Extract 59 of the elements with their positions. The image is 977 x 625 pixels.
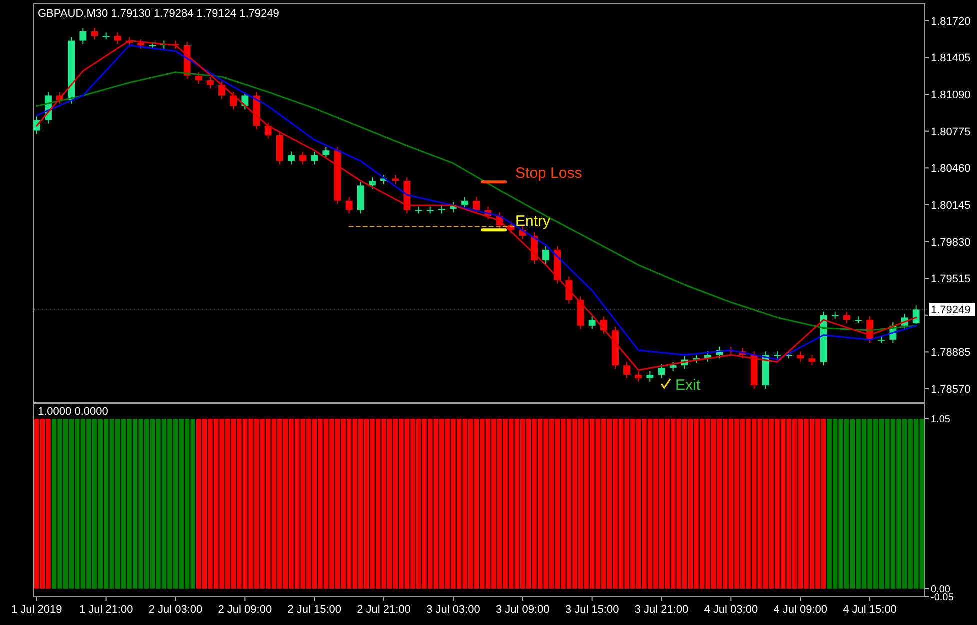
- y-tick-label: 1.79830: [931, 236, 971, 249]
- ref-line-label: 1.79249: [931, 304, 971, 317]
- x-tick-label: 3 Jul 09:00: [496, 604, 550, 616]
- candlestick: [368, 177, 376, 190]
- candlestick: [114, 32, 122, 45]
- y-tick-label: -0.05: [931, 592, 954, 604]
- series-label: Stop Loss: [516, 165, 582, 182]
- candlestick: [808, 354, 816, 366]
- candlestick: [91, 27, 98, 40]
- candlestick: [635, 370, 642, 382]
- candlestick: [588, 316, 596, 330]
- x-tick-label: 4 Jul 03:00: [704, 604, 758, 616]
- y-tick-label: 1.78570: [931, 384, 971, 396]
- candlestick: [230, 92, 238, 110]
- candlestick: [288, 151, 295, 166]
- candlestick: [311, 151, 318, 166]
- x-tick-label: 4 Jul 15:00: [843, 604, 897, 616]
- chart-title: 1.0000 0.0000: [38, 406, 108, 418]
- y-tick-label: 1.05: [931, 414, 951, 426]
- candlestick: [346, 196, 353, 214]
- y-tick-label: 1.80460: [931, 163, 971, 176]
- candlestick: [670, 362, 677, 372]
- x-tick-label: 2 Jul 15:00: [288, 604, 342, 616]
- candlestick: [195, 72, 202, 85]
- x-tick-label: 3 Jul 21:00: [634, 604, 689, 616]
- x-tick-label: 3 Jul 15:00: [565, 604, 620, 616]
- series-label: Entry: [516, 213, 552, 230]
- x-tick-label: 2 Jul 09:00: [218, 604, 272, 616]
- candlestick: [138, 39, 145, 50]
- x-tick-label: 3 Jul 03:00: [426, 604, 480, 616]
- chart-title: GBPAUD,M30 1.79130 1.79284 1.79124 1.79249: [38, 8, 280, 20]
- candlestick: [912, 305, 920, 325]
- x-tick-label: 1 Jul 21:00: [79, 604, 134, 616]
- candlestick: [392, 174, 400, 186]
- candlestick: [843, 311, 850, 324]
- x-tick-label: 4 Jul 09:00: [774, 604, 828, 616]
- x-tick-label: 2 Jul 21:00: [357, 604, 411, 616]
- y-tick-label: 1.80145: [931, 200, 971, 212]
- candlestick: [300, 151, 307, 166]
- candlestick: [624, 362, 631, 379]
- y-tick-label: 1.81405: [931, 52, 971, 65]
- candlestick: [646, 370, 654, 382]
- candlestick: [206, 76, 214, 90]
- y-tick-label: 1.81090: [931, 90, 971, 102]
- candlestick: [797, 351, 804, 363]
- candlestick: [80, 27, 87, 45]
- x-tick-label: 1 Jul 2019: [12, 604, 62, 616]
- candlestick: [218, 81, 226, 100]
- candlestick: [322, 146, 330, 160]
- annotation: Exit: [676, 377, 702, 394]
- y-tick-label: 1.80775: [931, 126, 971, 138]
- y-tick-label: 1.79515: [931, 274, 971, 286]
- y-tick-label: 1.78885: [931, 347, 971, 360]
- y-tick-label: 1.81720: [931, 16, 971, 28]
- x-tick-label: 2 Jul 03:00: [148, 604, 203, 616]
- candlestick: [473, 196, 480, 214]
- candlestick: [264, 122, 272, 140]
- candlestick: [658, 364, 666, 379]
- candlestick: [542, 246, 550, 264]
